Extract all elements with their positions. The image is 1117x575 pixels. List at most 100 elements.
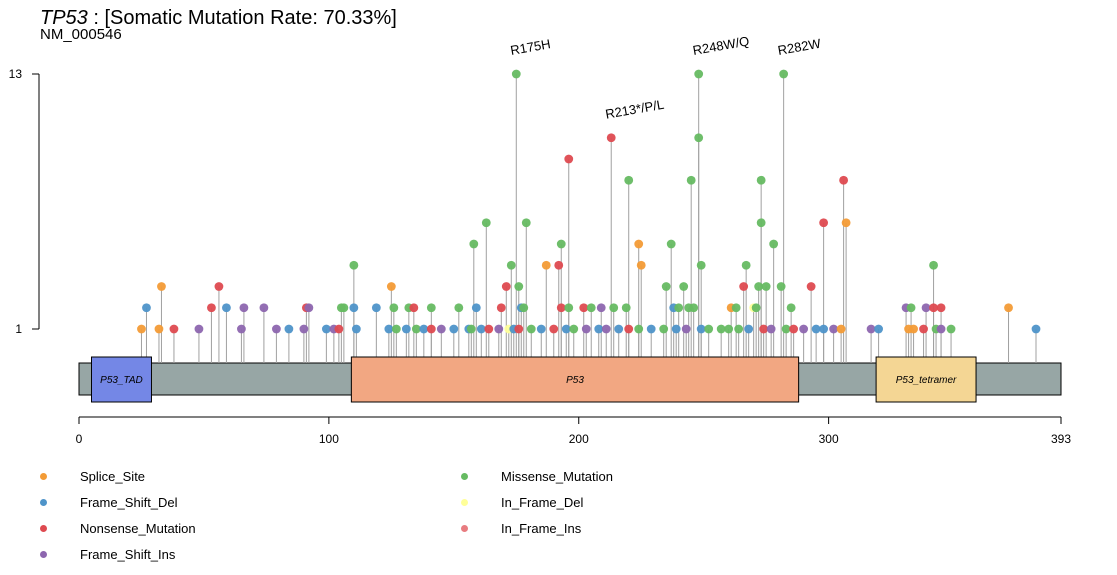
mutation-point — [839, 175, 849, 185]
mutation-point — [779, 69, 789, 79]
mutation-point — [829, 324, 839, 334]
mutation-point — [696, 260, 706, 270]
mutation-point — [321, 324, 331, 334]
mutation-point — [564, 154, 574, 164]
mutation-point — [781, 324, 791, 334]
mutation-point — [806, 282, 816, 291]
mutation-point — [169, 324, 179, 334]
mutation-point — [906, 303, 916, 313]
mutation-point — [349, 303, 359, 313]
mutation-point — [561, 324, 571, 334]
x-tick-label: 0 — [76, 432, 83, 446]
domain-label: P53_TAD — [100, 375, 143, 386]
hotspot-label: R175H — [509, 36, 551, 58]
mutation-point — [511, 69, 521, 79]
mutation-point — [554, 260, 564, 270]
mutation-point — [556, 239, 566, 249]
mutation-point — [519, 303, 529, 313]
mutation-point — [521, 218, 531, 228]
domain-p53 — [350, 356, 800, 403]
mutation-point — [716, 324, 726, 334]
domain-label: P53 — [566, 375, 584, 386]
mutation-point — [919, 324, 928, 334]
mutation-point — [624, 324, 634, 334]
mutation-point — [514, 324, 524, 334]
mutation-point — [769, 239, 779, 249]
mutation-point — [401, 324, 411, 334]
mutation-point — [819, 218, 829, 228]
mutation-point — [936, 324, 946, 334]
mutation-point — [549, 324, 559, 334]
mutation-point — [284, 324, 294, 334]
mutation-point — [194, 324, 204, 334]
mutation-point — [636, 260, 646, 270]
mutation-point — [874, 324, 883, 334]
mutation-point — [929, 303, 938, 313]
mutation-point — [476, 324, 486, 334]
mutation-point — [679, 282, 689, 291]
mutation-point — [761, 282, 771, 291]
mutation-point — [506, 260, 516, 270]
mutation-point — [694, 69, 704, 79]
mutation-point — [671, 324, 681, 334]
mutation-point — [494, 324, 504, 334]
mutation-point — [659, 324, 669, 334]
mutation-point — [596, 303, 606, 313]
mutation-point — [661, 282, 671, 291]
chart-header: TP53 : [Somatic Mutation Rate: 70.33%] N… — [40, 6, 397, 43]
mutation-point — [334, 324, 344, 334]
mutation-point — [731, 303, 741, 313]
mutation-point — [624, 175, 634, 185]
mutation-point — [744, 324, 754, 334]
mutation-point — [237, 324, 246, 334]
mutation-point — [207, 303, 216, 313]
mutation-point — [909, 324, 918, 334]
mutation-point — [946, 324, 956, 334]
mutation-point — [384, 324, 394, 334]
hotspot-label: R248W/Q — [692, 33, 751, 58]
mutation-point — [799, 324, 809, 334]
mutation-point — [564, 303, 574, 313]
mutation-point — [754, 282, 764, 291]
mutation-point — [259, 303, 269, 313]
mutation-point — [614, 324, 624, 334]
gene-name: TP53 — [40, 7, 88, 29]
x-tick-label: 200 — [569, 432, 589, 446]
mutation-point — [222, 303, 231, 313]
mutation-point — [836, 324, 846, 334]
mutation-point — [579, 303, 589, 313]
points-layer — [137, 69, 1041, 334]
mutation-point — [674, 303, 684, 313]
mutation-point — [484, 324, 494, 334]
chart-title: TP53 : [Somatic Mutation Rate: 70.33%] — [40, 6, 397, 30]
mutation-rate-text: : [Somatic Mutation Rate: 70.33%] — [87, 7, 397, 29]
mutation-point — [271, 324, 281, 334]
mutation-point — [866, 324, 876, 334]
mutation-point — [666, 239, 676, 249]
mutation-point — [426, 303, 436, 313]
mutation-point — [154, 324, 164, 334]
mutation-point — [1031, 324, 1041, 334]
mutation-point — [756, 175, 766, 185]
mutation-point — [409, 303, 419, 313]
mutation-point — [811, 324, 821, 334]
mutation-point — [137, 324, 146, 334]
mutation-point — [536, 324, 546, 334]
mutation-point — [756, 218, 766, 228]
mutation-point — [681, 324, 691, 334]
mutation-point — [339, 303, 349, 313]
mutation-point — [936, 303, 946, 313]
mutation-point — [299, 324, 309, 334]
x-tick-label: 393 — [1051, 432, 1071, 446]
mutation-point — [739, 282, 749, 291]
mutation-point — [1004, 303, 1013, 313]
mutation-point — [759, 324, 769, 334]
mutation-point — [214, 282, 224, 291]
mutation-point — [634, 239, 644, 249]
mutation-point — [929, 260, 938, 270]
mutation-point — [157, 282, 166, 291]
mutation-point — [514, 282, 524, 291]
mutation-point — [426, 324, 436, 334]
mutation-point — [581, 324, 591, 334]
transcript-id: NM_000546 — [40, 26, 122, 43]
